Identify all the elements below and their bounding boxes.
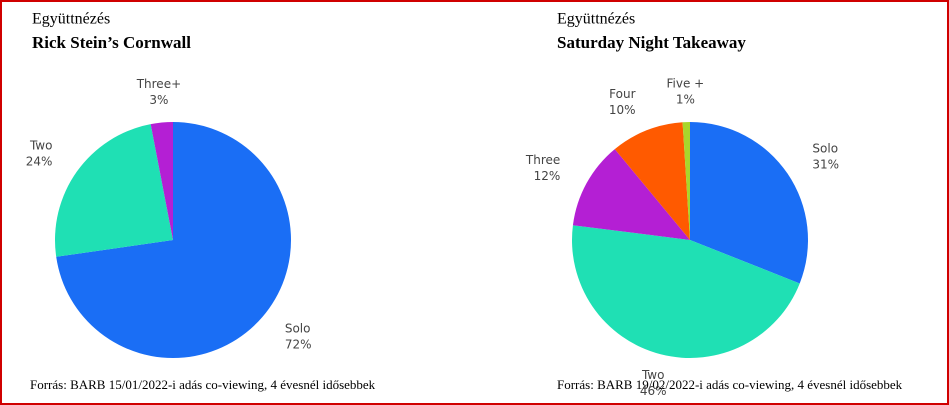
pie-slice — [150, 122, 173, 240]
slice-value-label: 72% — [285, 337, 312, 351]
slice-label: Four — [609, 87, 635, 101]
chart-subtitle: Rick Stein’s Cornwall — [32, 33, 191, 52]
source-note: Forrás: BARB 19/02/2022-i adás co-viewin… — [557, 377, 903, 392]
slice-label: Three — [525, 153, 560, 167]
slice-value-label: 12% — [534, 169, 561, 183]
slice-value-label: 10% — [609, 103, 636, 117]
slice-value-label: 31% — [812, 157, 839, 171]
pie-slice — [55, 124, 173, 257]
pie-slice — [614, 122, 690, 240]
chart-title: Együttnézés — [32, 11, 110, 28]
source-note: Forrás: BARB 15/01/2022-i adás co-viewin… — [30, 377, 376, 392]
slice-value-label: 1% — [676, 93, 695, 107]
pie-slice — [572, 149, 690, 240]
chart-subtitle: Saturday Night Takeaway — [557, 33, 746, 52]
pie-slice — [690, 122, 808, 284]
slice-label: Two — [641, 368, 665, 382]
slice-label: Solo — [285, 321, 311, 335]
slice-label: Two — [29, 139, 53, 153]
pie-slice — [56, 122, 291, 358]
slice-value-label: 24% — [26, 155, 53, 169]
slice-label: Solo — [812, 141, 838, 155]
slice-label: Three+ — [136, 77, 181, 91]
chart-title: Együttnézés — [557, 11, 635, 28]
pie-slice — [572, 225, 800, 358]
slice-value-label: 3% — [149, 93, 168, 107]
slice-label: Five + — [666, 77, 704, 91]
slice-value-label: 46% — [640, 384, 667, 398]
pie-slice — [682, 122, 690, 240]
